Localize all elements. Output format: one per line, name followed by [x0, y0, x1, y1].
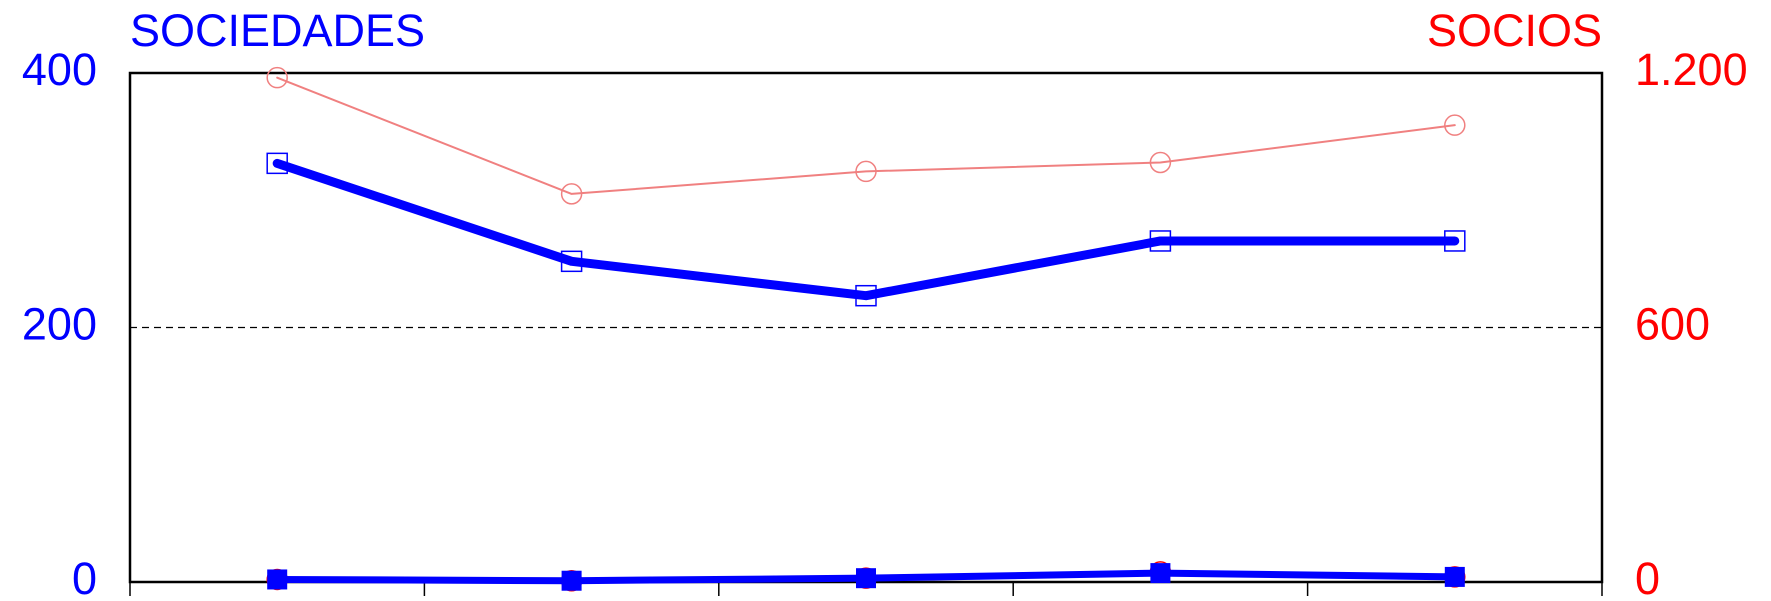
y2-tick-label: 600: [1635, 298, 1710, 349]
point: [560, 250, 583, 273]
y2-axis-title: SOCIOS: [1427, 5, 1602, 56]
series-line: [272, 158, 1460, 301]
point: [855, 160, 877, 183]
point: [267, 569, 288, 590]
y2-tick-label: 1.200: [1635, 44, 1748, 95]
y2-tick-label: 0: [1635, 553, 1660, 601]
point: [1444, 230, 1466, 252]
series-line: [276, 76, 1456, 195]
y-tick-label: 400: [22, 44, 97, 95]
point: [856, 568, 876, 589]
point: [266, 66, 288, 89]
y-axis-title: SOCIEDADES: [130, 5, 425, 56]
point: [855, 284, 877, 307]
point: [1149, 151, 1172, 174]
y-tick-label: 0: [72, 553, 97, 601]
point: [560, 183, 583, 205]
point: [1444, 566, 1465, 587]
point: [561, 570, 582, 591]
point: [1444, 114, 1466, 136]
point: [1149, 230, 1172, 252]
point: [266, 152, 288, 175]
point: [1150, 563, 1171, 584]
y-tick-label: 200: [22, 298, 97, 349]
